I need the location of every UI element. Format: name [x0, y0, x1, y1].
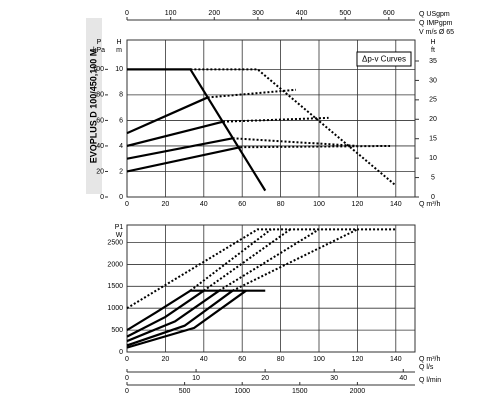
- y-axis-unit: m: [116, 47, 122, 54]
- top-axis-tick-label: 400: [296, 10, 308, 17]
- y2-tick-label: 0: [431, 194, 435, 201]
- y2-axis-unit: ft: [431, 47, 435, 54]
- y2-tick-label: 5: [431, 174, 435, 181]
- top-axis-tick-label: 100: [165, 10, 177, 17]
- bottom-axis-tick-label: 20: [261, 375, 269, 382]
- y-tick-label: 4: [119, 143, 123, 150]
- y-tick-label: 8: [119, 92, 123, 99]
- p-tick-label: 100: [92, 66, 104, 73]
- bottom-axis-tick-label: 10: [192, 375, 200, 382]
- top-axis-label: Q IMPgpm: [419, 20, 453, 27]
- y2-axis-label: H: [430, 39, 435, 46]
- x-tick-label: 20: [162, 201, 170, 208]
- x-tick-label: 80: [277, 201, 285, 208]
- curve: [126, 289, 205, 338]
- bottom-axis-label: Q l/min: [419, 377, 441, 384]
- y2-tick-label: 20: [429, 116, 437, 123]
- y-axis-label: H: [116, 39, 121, 46]
- x-axis-label: Q m³/h: [419, 356, 440, 363]
- x-tick-label: 0: [125, 201, 129, 208]
- p-tick-label: 80: [96, 92, 104, 99]
- y2-tick-label: 35: [429, 58, 437, 65]
- curve: [189, 228, 272, 292]
- p-axis-label: P: [97, 39, 102, 46]
- top-axis-tick-label: 600: [383, 10, 395, 17]
- y-tick-label: 500: [111, 327, 123, 334]
- curve: [218, 228, 320, 292]
- y-tick-label: 1000: [107, 305, 123, 312]
- x-tick-label: 140: [390, 356, 402, 363]
- curve: [126, 289, 234, 347]
- x-tick-label: 120: [352, 201, 364, 208]
- curve: [126, 146, 241, 173]
- x-tick-label: 40: [200, 356, 208, 363]
- annotation-box: [356, 51, 412, 67]
- bottom-axis-tick-label: 40: [399, 375, 407, 382]
- curve: [126, 289, 220, 343]
- x-tick-label: 100: [313, 356, 325, 363]
- curve: [126, 228, 396, 310]
- top-axis-label: V m/s Ø 65: [419, 29, 454, 36]
- curve: [207, 88, 297, 99]
- bottom-axis-label: Q l/s: [419, 364, 434, 371]
- bottom-axis-tick-label: 2000: [350, 388, 366, 395]
- bottom-axis-tick-label: 0: [125, 388, 129, 395]
- y2-tick-label: 25: [429, 97, 437, 104]
- y-tick-label: 0: [119, 349, 123, 356]
- x-tick-label: 100: [313, 201, 325, 208]
- y-axis-unit: W: [116, 232, 123, 239]
- y-tick-label: 1500: [107, 283, 123, 290]
- curve: [126, 120, 224, 148]
- y-tick-label: 2: [119, 168, 123, 175]
- top-axis-tick-label: 200: [208, 10, 220, 17]
- curve: [232, 137, 358, 147]
- pump-title: EVOPLUS D 100/450,100 M: [88, 49, 98, 164]
- p-tick-label: 0: [100, 194, 104, 201]
- y2-tick-label: 10: [429, 155, 437, 162]
- top-axis-tick-label: 0: [125, 10, 129, 17]
- x-tick-label: 60: [238, 356, 246, 363]
- y-tick-label: 2500: [107, 239, 123, 246]
- curve: [126, 289, 247, 349]
- x-tick-label: 0: [125, 356, 129, 363]
- top-axis-tick-label: 300: [252, 10, 264, 17]
- y-tick-label: 2000: [107, 261, 123, 268]
- x-tick-label: 140: [390, 201, 402, 208]
- y-axis-label: P1: [115, 224, 124, 231]
- curve: [203, 228, 291, 292]
- bottom-axis-tick-label: 1500: [292, 388, 308, 395]
- x-axis-label: Q m³/h: [419, 201, 440, 208]
- p-tick-label: 60: [96, 117, 104, 124]
- bottom-axis-tick-label: 1000: [234, 388, 250, 395]
- top-axis-label: Q USgpm: [419, 11, 450, 18]
- y2-tick-label: 15: [429, 136, 437, 143]
- y-tick-label: 10: [115, 66, 123, 73]
- curve: [126, 137, 233, 160]
- curve: [232, 228, 358, 292]
- title-band: [86, 18, 102, 194]
- curve: [222, 116, 329, 123]
- y2-tick-label: 30: [429, 77, 437, 84]
- y-tick-label: 6: [119, 117, 123, 124]
- curve: [240, 144, 391, 149]
- x-tick-label: 60: [238, 201, 246, 208]
- p-axis-unit: kPa: [93, 47, 105, 54]
- bottom-axis-tick-label: 30: [330, 375, 338, 382]
- p-tick-label: 40: [96, 143, 104, 150]
- bottom-axis-tick-label: 0: [125, 375, 129, 382]
- x-tick-label: 40: [200, 201, 208, 208]
- x-tick-label: 80: [277, 356, 285, 363]
- y-tick-label: 0: [119, 194, 123, 201]
- curve: [126, 289, 266, 332]
- bottom-axis-tick-label: 500: [179, 388, 191, 395]
- top-axis-tick-label: 500: [339, 10, 351, 17]
- annotation: Δp-v Curves: [362, 55, 406, 64]
- curve: [126, 96, 209, 135]
- p-tick-label: 20: [96, 168, 104, 175]
- x-tick-label: 20: [162, 356, 170, 363]
- x-tick-label: 120: [352, 356, 364, 363]
